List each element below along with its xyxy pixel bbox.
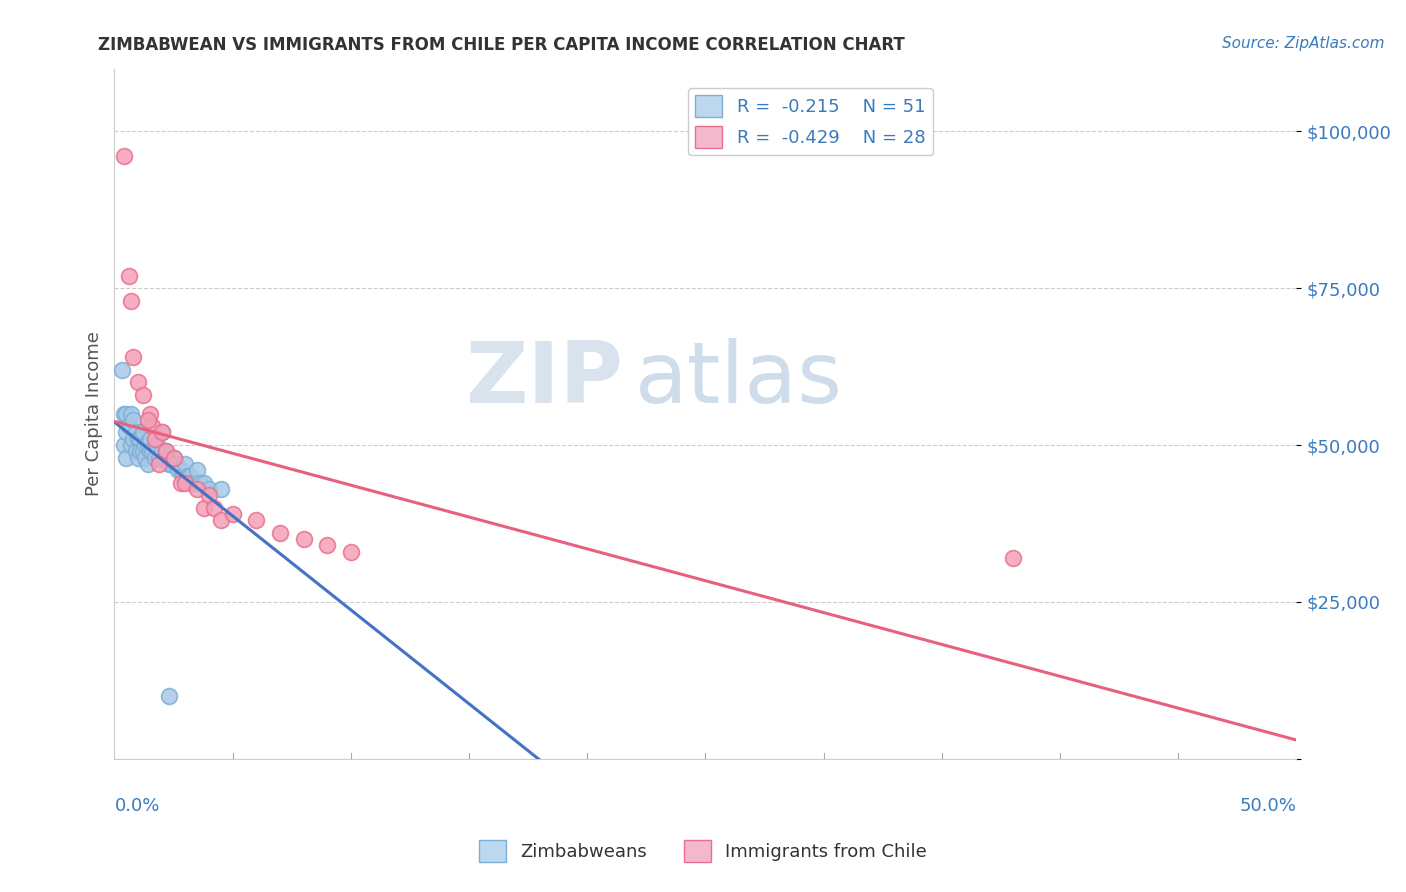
- Point: [316, 538, 339, 552]
- Point: [120, 293, 142, 308]
- Point: [148, 450, 170, 465]
- Point: [122, 413, 145, 427]
- Point: [141, 419, 163, 434]
- Point: [125, 425, 148, 440]
- Point: [174, 475, 197, 490]
- Point: [157, 457, 180, 471]
- Point: [193, 500, 215, 515]
- Point: [162, 450, 184, 465]
- Point: [165, 457, 187, 471]
- Point: [115, 407, 138, 421]
- Point: [115, 425, 138, 440]
- Y-axis label: Per Capita Income: Per Capita Income: [86, 331, 103, 496]
- Point: [134, 438, 156, 452]
- Text: atlas: atlas: [634, 338, 842, 421]
- Point: [162, 450, 184, 465]
- Point: [209, 482, 232, 496]
- Point: [150, 425, 173, 440]
- Text: Source: ZipAtlas.com: Source: ZipAtlas.com: [1222, 36, 1385, 51]
- Legend: Zimbabweans, Immigrants from Chile: Zimbabweans, Immigrants from Chile: [472, 833, 934, 870]
- Point: [132, 425, 155, 440]
- Point: [150, 425, 173, 440]
- Point: [136, 438, 159, 452]
- Point: [340, 545, 363, 559]
- Point: [112, 438, 135, 452]
- Point: [139, 444, 162, 458]
- Point: [155, 444, 177, 458]
- Point: [155, 444, 177, 458]
- Point: [198, 488, 221, 502]
- Point: [292, 532, 315, 546]
- Point: [120, 407, 142, 421]
- Point: [245, 513, 267, 527]
- Text: 0.0%: 0.0%: [114, 797, 160, 814]
- Point: [176, 469, 198, 483]
- Point: [202, 500, 225, 515]
- Point: [127, 432, 149, 446]
- Point: [153, 450, 176, 465]
- Point: [132, 388, 155, 402]
- Point: [141, 444, 163, 458]
- Point: [160, 457, 183, 471]
- Point: [188, 475, 211, 490]
- Point: [115, 450, 138, 465]
- Point: [132, 444, 155, 458]
- Point: [127, 450, 149, 465]
- Legend: R =  -0.215    N = 51, R =  -0.429    N = 28: R = -0.215 N = 51, R = -0.429 N = 28: [688, 88, 932, 155]
- Point: [136, 457, 159, 471]
- Point: [139, 432, 162, 446]
- Point: [193, 475, 215, 490]
- Point: [148, 457, 170, 471]
- Point: [209, 513, 232, 527]
- Point: [181, 475, 204, 490]
- Point: [139, 407, 162, 421]
- Point: [110, 362, 132, 376]
- Point: [172, 469, 194, 483]
- Point: [150, 444, 173, 458]
- Point: [136, 413, 159, 427]
- Point: [125, 444, 148, 458]
- Point: [117, 268, 139, 283]
- Point: [167, 463, 190, 477]
- Point: [120, 438, 142, 452]
- Point: [129, 444, 152, 458]
- Point: [174, 457, 197, 471]
- Point: [157, 689, 180, 703]
- Point: [1001, 551, 1024, 566]
- Point: [198, 482, 221, 496]
- Point: [117, 419, 139, 434]
- Point: [129, 432, 152, 446]
- Point: [184, 475, 207, 490]
- Point: [169, 475, 191, 490]
- Text: ZIP: ZIP: [465, 338, 623, 421]
- Point: [134, 450, 156, 465]
- Point: [112, 407, 135, 421]
- Text: 50.0%: 50.0%: [1240, 797, 1296, 814]
- Point: [127, 376, 149, 390]
- Point: [169, 463, 191, 477]
- Point: [122, 432, 145, 446]
- Point: [179, 469, 201, 483]
- Point: [186, 463, 208, 477]
- Point: [143, 432, 166, 446]
- Point: [221, 507, 243, 521]
- Text: ZIMBABWEAN VS IMMIGRANTS FROM CHILE PER CAPITA INCOME CORRELATION CHART: ZIMBABWEAN VS IMMIGRANTS FROM CHILE PER …: [98, 36, 905, 54]
- Point: [143, 450, 166, 465]
- Point: [186, 482, 208, 496]
- Point: [146, 438, 169, 452]
- Point: [269, 525, 291, 540]
- Point: [112, 149, 135, 163]
- Point: [122, 350, 145, 364]
